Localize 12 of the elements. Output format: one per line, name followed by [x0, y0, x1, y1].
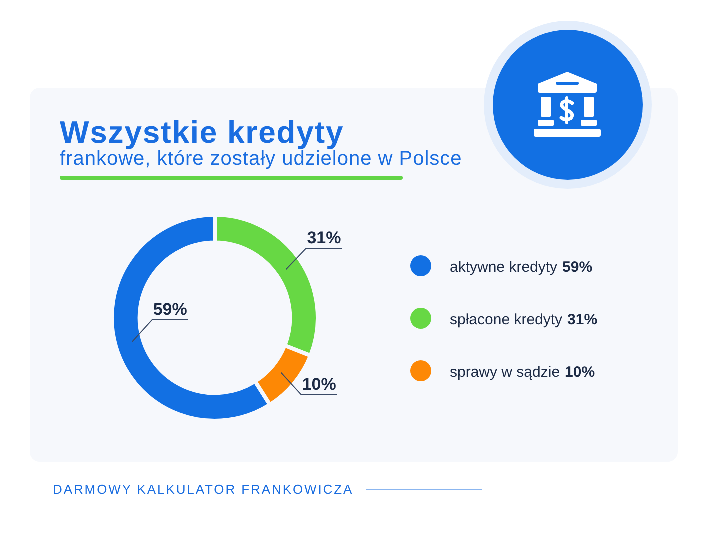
text: 31% — [568, 312, 598, 328]
chart-title: Wszystkie kredyty — [60, 115, 344, 150]
data-label: 10% — [302, 374, 336, 394]
legend-label: sprawy w sądzie — [450, 364, 560, 381]
legend-label: spłacone kredyty — [450, 312, 564, 328]
data-label: 59% — [153, 300, 188, 320]
chart-subtitle: frankowe, które zostały udzielone w Polsce — [60, 148, 462, 170]
text: DARMOWY KALKULATOR FRANKOWICZA — [53, 482, 354, 497]
text: 10% — [565, 364, 596, 381]
data-label: 31% — [307, 228, 342, 248]
legend-label: aktywne kredyty — [450, 259, 558, 276]
text: 59% — [562, 259, 593, 276]
